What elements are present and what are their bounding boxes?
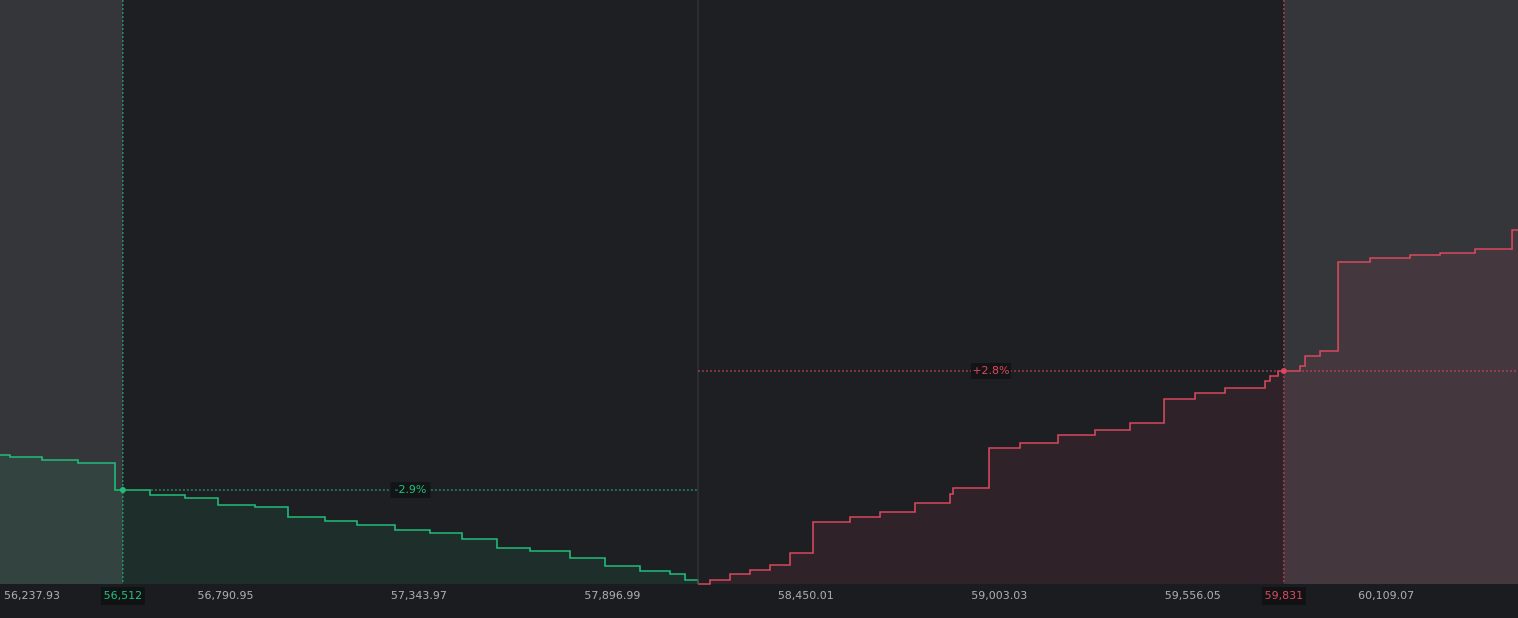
depth-area (0, 455, 698, 584)
level-label-box (390, 482, 431, 498)
level-label: -2.9% (394, 483, 426, 496)
x-tick-label: 56,790.95 (197, 589, 253, 602)
level-dot (119, 487, 126, 493)
x-tick-label: 60,109.07 (1358, 589, 1414, 602)
out-of-range-shade (0, 0, 123, 584)
marker-label-box (1261, 587, 1306, 605)
x-tick-label: 56,237.93 (4, 589, 60, 602)
marker-label: 56,512 (104, 589, 143, 602)
plot-background (0, 0, 1518, 584)
x-tick-label: 59,003.03 (971, 589, 1027, 602)
depth-line (697, 229, 1518, 585)
x-tick-label: 59,556.05 (1165, 589, 1221, 602)
level-label-box (970, 363, 1011, 379)
x-tick-label: 58,450.01 (778, 589, 834, 602)
level-label: +2.8% (972, 364, 1009, 377)
level-dot (1280, 368, 1287, 374)
marker-label: 59,831 (1265, 589, 1304, 602)
depth-area (697, 230, 1518, 584)
out-of-range-shade (1283, 0, 1518, 584)
x-tick-label: 57,896.99 (584, 589, 640, 602)
x-tick-label: 57,343.97 (391, 589, 447, 602)
marker-label-box (100, 587, 145, 605)
depth-line (0, 454, 699, 584)
